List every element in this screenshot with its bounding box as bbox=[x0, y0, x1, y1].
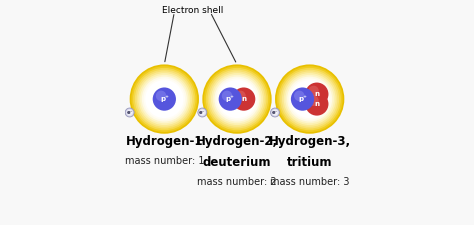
Circle shape bbox=[126, 109, 133, 116]
Circle shape bbox=[283, 73, 336, 125]
Text: p⁺: p⁺ bbox=[298, 96, 307, 102]
Text: tritium: tritium bbox=[287, 156, 332, 169]
Circle shape bbox=[282, 71, 337, 127]
Circle shape bbox=[273, 110, 277, 115]
Circle shape bbox=[156, 91, 166, 101]
Circle shape bbox=[213, 75, 261, 123]
Text: e⁻: e⁻ bbox=[272, 110, 278, 115]
Circle shape bbox=[294, 91, 304, 101]
Circle shape bbox=[280, 70, 339, 128]
Circle shape bbox=[305, 83, 328, 106]
Text: e⁻: e⁻ bbox=[127, 110, 133, 115]
Circle shape bbox=[279, 68, 341, 130]
Text: p⁺: p⁺ bbox=[226, 96, 235, 102]
Text: deuterium: deuterium bbox=[203, 156, 271, 169]
Circle shape bbox=[131, 66, 197, 132]
Text: mass number: 3: mass number: 3 bbox=[270, 177, 349, 187]
Circle shape bbox=[277, 66, 343, 132]
Circle shape bbox=[135, 70, 194, 128]
Text: n: n bbox=[314, 101, 319, 107]
Text: e⁻: e⁻ bbox=[199, 110, 206, 115]
Circle shape bbox=[275, 64, 344, 134]
Circle shape bbox=[214, 76, 260, 122]
Circle shape bbox=[200, 110, 205, 115]
Circle shape bbox=[145, 80, 183, 118]
Text: Hydrogen-2,: Hydrogen-2, bbox=[196, 135, 278, 148]
Circle shape bbox=[142, 76, 187, 122]
Circle shape bbox=[309, 96, 319, 106]
Circle shape bbox=[219, 88, 242, 111]
Text: Electron shell: Electron shell bbox=[162, 6, 223, 15]
Text: n: n bbox=[314, 91, 319, 97]
Text: mass number: 1: mass number: 1 bbox=[125, 156, 204, 166]
Text: n: n bbox=[241, 96, 246, 102]
Circle shape bbox=[204, 66, 270, 132]
Circle shape bbox=[292, 82, 327, 116]
Circle shape bbox=[232, 88, 255, 111]
Circle shape bbox=[138, 73, 191, 125]
Text: mass number: 2: mass number: 2 bbox=[197, 177, 277, 187]
Circle shape bbox=[133, 68, 195, 130]
Circle shape bbox=[206, 68, 268, 130]
Circle shape bbox=[202, 64, 272, 134]
Text: Hydrogen-1: Hydrogen-1 bbox=[126, 135, 203, 148]
Circle shape bbox=[147, 82, 182, 116]
Circle shape bbox=[235, 91, 246, 101]
Circle shape bbox=[222, 91, 232, 101]
Circle shape bbox=[210, 71, 264, 127]
Circle shape bbox=[211, 73, 263, 125]
Circle shape bbox=[137, 71, 192, 127]
Text: Hydrogen-3,: Hydrogen-3, bbox=[269, 135, 351, 148]
Circle shape bbox=[128, 110, 132, 115]
Circle shape bbox=[208, 70, 266, 128]
Circle shape bbox=[272, 109, 278, 116]
Circle shape bbox=[140, 75, 189, 123]
Circle shape bbox=[271, 108, 280, 117]
Circle shape bbox=[153, 88, 176, 111]
Circle shape bbox=[198, 108, 207, 117]
Circle shape bbox=[287, 76, 332, 122]
Circle shape bbox=[305, 92, 328, 116]
Circle shape bbox=[309, 86, 319, 96]
Circle shape bbox=[289, 78, 330, 120]
Circle shape bbox=[285, 75, 334, 123]
Circle shape bbox=[291, 88, 314, 111]
Circle shape bbox=[219, 82, 255, 116]
Circle shape bbox=[144, 78, 185, 120]
Circle shape bbox=[125, 108, 134, 117]
Circle shape bbox=[130, 64, 199, 134]
Circle shape bbox=[291, 80, 329, 118]
Text: p⁺: p⁺ bbox=[160, 96, 169, 102]
Circle shape bbox=[216, 78, 258, 120]
Circle shape bbox=[199, 109, 206, 116]
Circle shape bbox=[218, 80, 256, 118]
